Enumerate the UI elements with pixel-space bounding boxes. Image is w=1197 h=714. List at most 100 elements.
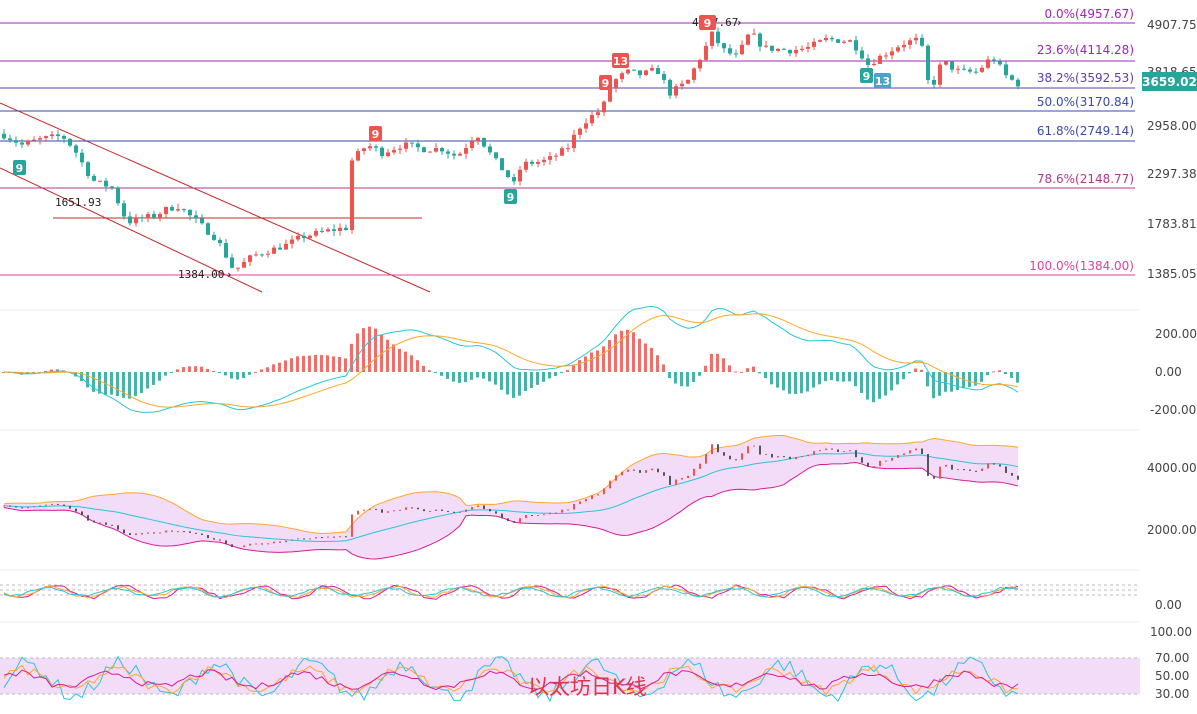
macd-tick-0: 0.00 xyxy=(1155,365,1182,379)
boll-candle xyxy=(687,475,689,479)
chart-watermark: 以太坊日K线 xyxy=(528,675,647,699)
candle-body xyxy=(872,63,876,66)
boll-candle xyxy=(459,511,461,513)
macd-bar xyxy=(716,353,719,372)
boll-candle xyxy=(765,453,767,455)
boll-candle xyxy=(927,453,929,476)
boll-candle xyxy=(897,455,899,458)
candle-body xyxy=(8,138,12,141)
boll-candle xyxy=(225,540,227,545)
candle-body xyxy=(590,114,594,124)
boll-candle xyxy=(123,529,125,534)
candle-body xyxy=(104,180,108,187)
candle-body xyxy=(536,161,540,164)
candle-body xyxy=(1004,64,1008,76)
boll-candle xyxy=(1011,472,1013,476)
fib-label-61: 61.8%(2749.14) xyxy=(1037,124,1134,138)
boll-candle xyxy=(201,533,203,536)
macd-bar xyxy=(200,366,203,372)
macd-bar xyxy=(962,372,965,389)
svg-text:9: 9 xyxy=(507,191,515,204)
candle-body xyxy=(800,48,804,50)
boll-candle xyxy=(849,450,851,452)
y-tick-1385: 1385.05 xyxy=(1147,267,1197,281)
boll-candle xyxy=(291,539,293,541)
macd-bar xyxy=(1004,372,1007,375)
macd-bar xyxy=(302,355,305,372)
candle-body xyxy=(884,55,888,57)
boll-candle xyxy=(957,469,959,471)
boll-candle xyxy=(969,469,971,471)
macd-bar xyxy=(806,372,809,392)
boll-candle xyxy=(873,466,875,468)
boll-candle xyxy=(627,469,629,472)
candle-body xyxy=(782,48,786,50)
macd-bar xyxy=(674,372,677,384)
candle-body xyxy=(944,61,948,65)
macd-bar xyxy=(398,348,401,372)
macd-bar xyxy=(944,372,947,392)
candle-body xyxy=(812,41,816,47)
candle-body xyxy=(650,68,654,71)
boll-candle xyxy=(285,540,287,543)
macd-bar xyxy=(668,372,671,379)
boll-candle xyxy=(321,537,323,539)
low-annotation-1384: 1384.00 xyxy=(178,268,224,281)
boll-candle xyxy=(669,475,671,485)
macd-bar xyxy=(566,369,569,372)
boll-candle xyxy=(825,448,827,451)
boll-tick-2000: 2000.00 xyxy=(1147,523,1197,537)
boll-mid-line xyxy=(3,452,1019,543)
boll-candle xyxy=(183,531,185,533)
candle-body xyxy=(842,41,846,43)
macd-bar xyxy=(620,330,623,372)
macd-bar xyxy=(20,372,23,375)
candle-body xyxy=(896,47,900,52)
macd-bar xyxy=(182,367,185,372)
boll-candle xyxy=(81,511,83,516)
price-candles xyxy=(2,27,1020,272)
candle-body xyxy=(152,213,156,218)
candle-body xyxy=(848,40,852,42)
boll-candle xyxy=(915,448,917,451)
macd-bar xyxy=(542,372,545,382)
y-tick-4907: 4907.75 xyxy=(1147,18,1197,32)
candle-body xyxy=(164,206,168,214)
macd-bar xyxy=(728,365,731,372)
svg-text:9: 9 xyxy=(372,128,380,141)
candle-body xyxy=(794,49,798,54)
candle-body xyxy=(932,79,936,85)
macd-bar xyxy=(572,364,575,372)
boll-candle xyxy=(861,457,863,463)
candle-body xyxy=(212,234,216,240)
boll-candle xyxy=(39,505,41,507)
candle-body xyxy=(272,247,276,254)
candle-body xyxy=(926,45,930,80)
candle-body xyxy=(560,148,564,156)
boll-candle xyxy=(309,538,311,540)
td-mark: 9 xyxy=(599,75,612,90)
boll-candle xyxy=(759,445,761,455)
svg-text:9: 9 xyxy=(602,77,610,90)
candle-body xyxy=(98,180,102,182)
macd-bar xyxy=(836,372,839,382)
boll-candle xyxy=(231,544,233,548)
candle-body xyxy=(134,217,138,224)
candle-body xyxy=(548,156,552,160)
macd-bar xyxy=(350,343,353,372)
macd-bar xyxy=(614,334,617,372)
candle-body xyxy=(638,70,642,76)
fibonacci-levels xyxy=(0,22,1135,276)
candle-body xyxy=(206,223,210,235)
boll-candle xyxy=(609,480,611,489)
boll-candle xyxy=(993,463,995,465)
candle-body xyxy=(836,39,840,43)
candle-body xyxy=(506,170,510,178)
rsi-tick-70: 70.00 xyxy=(1155,651,1189,665)
channel-lower-line xyxy=(0,167,263,293)
macd-bar xyxy=(290,358,293,372)
candle-body xyxy=(524,161,528,170)
candle-body xyxy=(218,239,222,244)
boll-candle xyxy=(489,508,491,512)
